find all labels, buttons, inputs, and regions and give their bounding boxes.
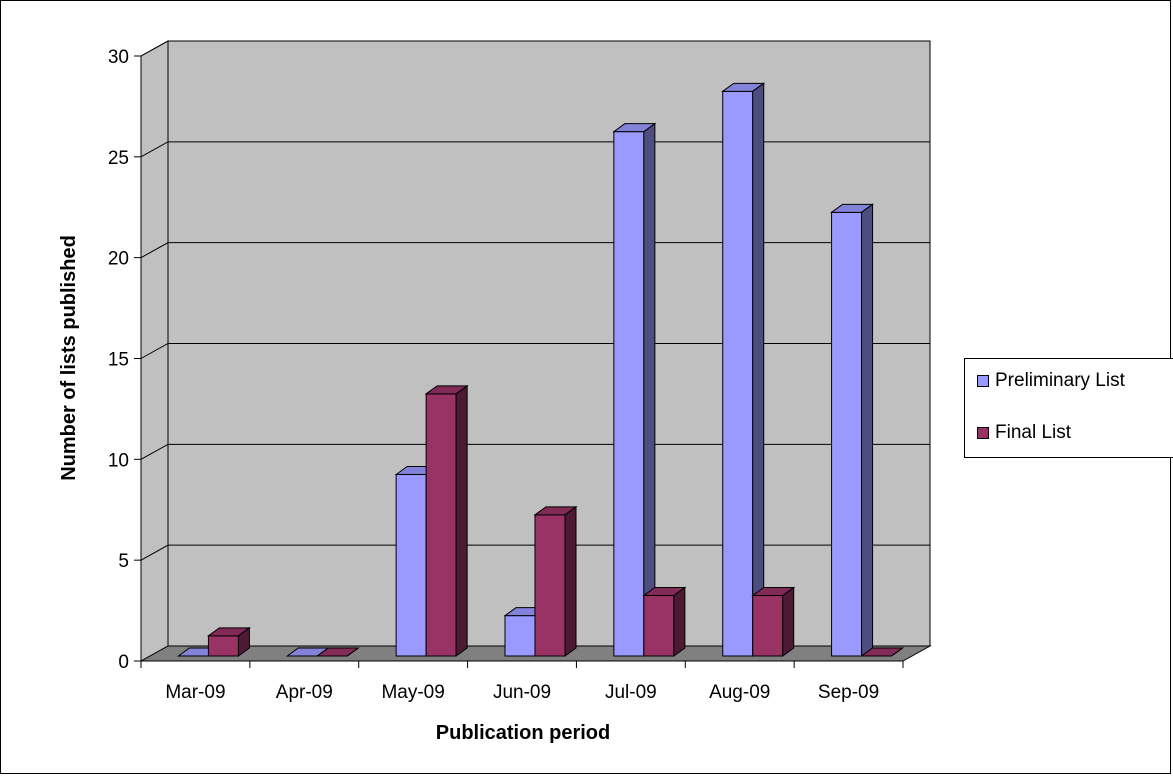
y-axis-title: Number of lists published — [58, 235, 80, 481]
bar-side — [861, 203, 874, 657]
y-tick-label: 10 — [108, 450, 129, 471]
gridline — [140, 544, 930, 561]
gridline — [140, 443, 930, 460]
legend-swatch-final — [977, 427, 989, 439]
bar-front — [643, 595, 675, 657]
bar-final-mar-09 — [206, 626, 251, 657]
bar-side — [891, 647, 903, 657]
bar-final-aug-09 — [751, 586, 796, 657]
legend-swatch-preliminary — [977, 375, 989, 387]
bar-side — [673, 586, 686, 657]
bar-side — [643, 122, 656, 657]
y-tick-label: 30 — [108, 47, 129, 68]
bar-side — [752, 82, 765, 657]
x-tick-label: Apr-09 — [276, 682, 333, 703]
bar-front — [613, 131, 645, 657]
bar-front — [722, 90, 754, 657]
x-tick-label: May-09 — [381, 682, 444, 703]
x-tick-labels: Mar-09 Apr-09 May-09 Jun-09 Jul-09 Aug-09 Sep-… — [165, 682, 879, 703]
bar-preliminary-sep-09 — [830, 203, 875, 657]
bar-final-may-09 — [424, 384, 469, 657]
y-tick-label: 15 — [108, 350, 129, 371]
bar-final-apr-09 — [315, 647, 360, 657]
bar-front — [534, 514, 566, 657]
y-tick-label: 5 — [118, 551, 129, 572]
bar-side — [346, 647, 359, 657]
bar-front — [425, 393, 457, 657]
bar-front — [207, 635, 239, 657]
bar-final-jun-09 — [533, 505, 578, 657]
y-tick-label: 20 — [108, 249, 129, 270]
y-tick-label: 0 — [118, 652, 129, 673]
x-tick-label: Sep-09 — [818, 682, 879, 703]
legend-item-preliminary: Preliminary List — [977, 369, 1125, 393]
x-axis-title: Publication period — [436, 722, 610, 744]
bar-final-jul-09 — [642, 586, 687, 657]
x-tick-label: Jun-09 — [493, 682, 551, 703]
y-tick-label: 25 — [108, 148, 129, 169]
legend: Preliminary List Final List — [964, 358, 1173, 458]
bar-side — [455, 384, 468, 657]
bar-side — [782, 586, 795, 657]
x-tick-label: Mar-09 — [165, 682, 225, 703]
axes — [134, 55, 904, 668]
bar-side — [564, 505, 577, 657]
bar-preliminary-aug-09 — [721, 82, 766, 657]
x-tick-label: Aug-09 — [709, 682, 770, 703]
bar-side — [237, 626, 250, 657]
gridline — [140, 40, 930, 57]
legend-label-preliminary: Preliminary List — [995, 370, 1125, 391]
bar-front — [831, 211, 863, 657]
gridlines — [140, 40, 930, 561]
bar-preliminary-jul-09 — [612, 122, 657, 657]
legend-item-final: Final List — [977, 421, 1071, 445]
bar-front — [752, 595, 784, 657]
y-tick-labels: 0 5 10 15 20 25 30 — [108, 47, 129, 673]
gridline — [140, 343, 930, 359]
bar-final-sep-09 — [860, 647, 905, 657]
bars — [176, 82, 905, 657]
bar-front — [395, 474, 427, 657]
legend-label-final: Final List — [995, 422, 1072, 443]
gridline — [140, 242, 930, 259]
bar-front — [504, 615, 536, 657]
gridline — [140, 141, 930, 158]
x-tick-label: Jul-09 — [605, 682, 657, 703]
